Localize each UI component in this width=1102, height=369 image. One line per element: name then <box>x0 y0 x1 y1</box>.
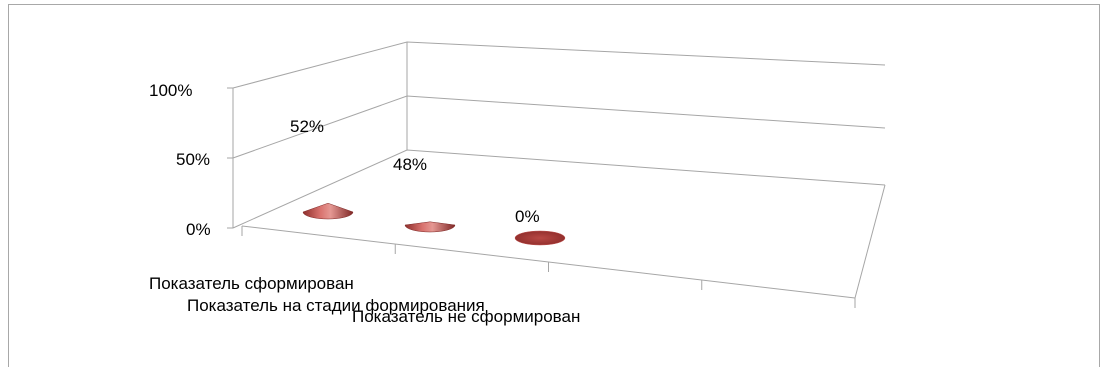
cone-1 <box>302 202 354 220</box>
chart-walls <box>232 42 886 299</box>
chart-frame <box>8 4 1100 367</box>
gridline-2 <box>232 41 886 89</box>
category-label-3: Показатель не сформирован <box>352 307 580 326</box>
category-label-1: Показатель сформирован <box>149 274 354 293</box>
cone-2 <box>404 221 456 233</box>
category-label-2: Показатель на стадии формирования <box>187 296 485 315</box>
y-tick-label-50: 50% <box>176 150 210 169</box>
y-axis-ticks <box>227 87 233 229</box>
gridline-0 <box>232 149 886 229</box>
floor-right-edge <box>854 184 886 299</box>
value-label-3: 0% <box>515 207 540 226</box>
gridline-1 <box>232 95 886 159</box>
y-tick-label-0: 0% <box>186 220 211 239</box>
cone-base-3 <box>514 230 566 246</box>
value-labels: 52% 48% 0% <box>290 117 540 226</box>
value-label-1: 52% <box>290 117 324 136</box>
gridlines <box>232 41 886 229</box>
y-tick-labels: 0% 50% 100% <box>149 81 211 239</box>
y-tick-label-100: 100% <box>149 81 192 100</box>
series-cones <box>302 202 566 246</box>
value-label-2: 48% <box>393 155 427 174</box>
x-axis-ticks <box>241 226 856 308</box>
category-labels: Показатель сформирован Показатель на ста… <box>149 274 580 326</box>
